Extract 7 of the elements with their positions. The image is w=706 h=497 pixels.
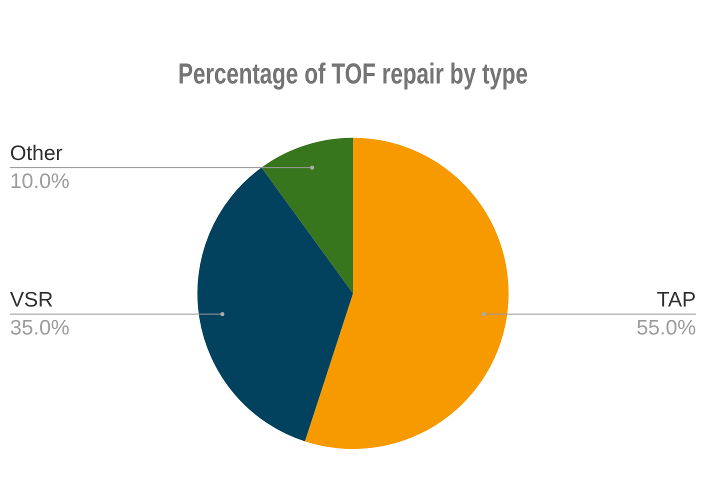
data-label: 35.0%	[10, 316, 70, 340]
data-label: 10.0%	[10, 170, 70, 193]
slice-label: VSR	[10, 288, 54, 312]
data-label: 55.0%	[636, 316, 696, 340]
slice-label: Other	[10, 142, 63, 165]
chart-title: Percentage of TOF repair by type	[178, 58, 528, 90]
slice-label: TAP	[656, 288, 696, 312]
